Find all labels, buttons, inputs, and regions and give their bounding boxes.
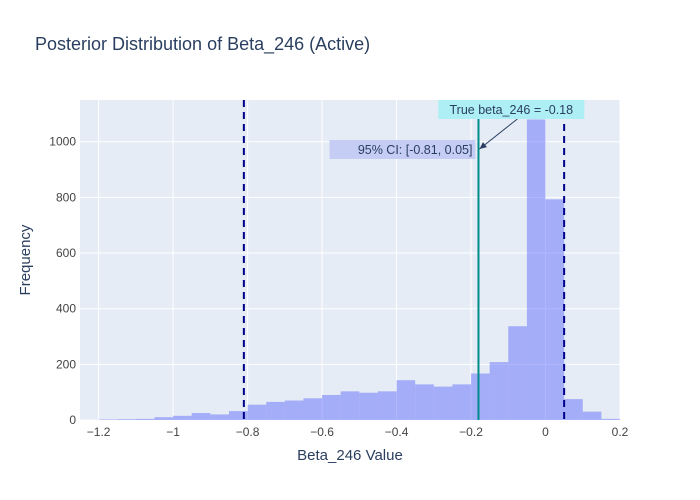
histogram-bar	[228, 411, 248, 420]
histogram-bar	[377, 391, 397, 420]
histogram-bar	[582, 411, 602, 420]
histogram-bar	[396, 380, 416, 420]
x-tick-labels: −1.2 −1 −0.8 −0.6 −0.4 −0.2 0 0.2	[87, 425, 629, 439]
histogram-bar	[433, 386, 453, 420]
x-tick-label: −0.8	[236, 425, 260, 439]
ci-label-background	[329, 140, 476, 159]
histogram-bar	[191, 413, 211, 420]
histogram-bar	[98, 419, 118, 420]
histogram-bar	[452, 384, 472, 420]
y-tick-label: 1000	[49, 135, 76, 149]
histogram-bar	[526, 119, 546, 420]
histogram-bar	[359, 392, 378, 420]
histogram-bar	[601, 418, 620, 420]
true-value-arrow	[479, 118, 518, 150]
histogram-bar	[471, 373, 490, 420]
x-tick-label: −0.2	[459, 425, 483, 439]
histogram-bar	[173, 415, 192, 420]
annotations: 95% CI: [-0.81, 0.05] True beta_246 = -0…	[329, 100, 585, 159]
histogram-bar	[489, 362, 509, 420]
histogram-bar	[266, 401, 285, 420]
x-tick-label: 0	[542, 425, 549, 439]
histogram-bar	[415, 384, 434, 420]
y-tick-label: 200	[56, 357, 76, 371]
y-tick-label: 0	[69, 413, 76, 427]
true-label-background	[438, 100, 585, 119]
y-tick-label: 600	[56, 246, 76, 260]
y-tick-label: 400	[56, 302, 76, 316]
y-tick-labels: 0 200 400 600 800 1000	[49, 135, 76, 427]
histogram-bar	[284, 400, 304, 420]
histogram-bar	[117, 419, 136, 420]
y-tick-label: 800	[56, 190, 76, 204]
reference-lines	[242, 100, 566, 420]
histogram-bar	[322, 394, 341, 420]
ci-label: 95% CI: [-0.81, 0.05]	[358, 143, 473, 157]
x-tick-label: 0.2	[612, 425, 629, 439]
x-tick-label: −0.6	[310, 425, 334, 439]
histogram-bars	[98, 119, 620, 420]
histogram-bar	[508, 326, 527, 420]
x-tick-label: −1.2	[87, 425, 111, 439]
x-axis-title: Beta_246 Value	[297, 447, 403, 464]
chart-title: Posterior Distribution of Beta_246 (Acti…	[35, 34, 370, 55]
x-tick-label: −1	[166, 425, 180, 439]
x-tick-label: −0.4	[385, 425, 409, 439]
histogram-bar	[154, 417, 174, 420]
y-axis-title: Frequency	[17, 224, 34, 295]
histogram-bar	[210, 414, 229, 420]
true-value-label: True beta_246 = -0.18	[450, 103, 574, 117]
histogram-bar	[135, 418, 155, 420]
histogram-bar	[247, 404, 267, 420]
true-value-arrowhead	[479, 142, 487, 149]
histogram-bar	[303, 398, 323, 420]
histogram-bar	[564, 399, 583, 420]
histogram-bar	[545, 199, 565, 420]
histogram-bar	[340, 391, 360, 420]
